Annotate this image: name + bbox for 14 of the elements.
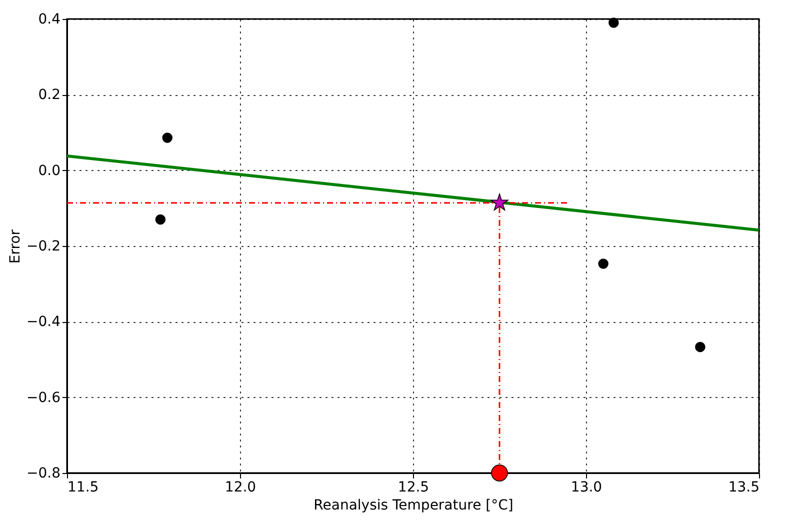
x-tick-label: 12.0 [224, 480, 256, 496]
y-tick-label: 0.2 [38, 87, 60, 104]
x-tick-label: 13.5 [728, 480, 760, 496]
y-axis-title: Error [8, 229, 24, 264]
y-tick-label: −0.8 [26, 466, 60, 482]
y-tick-label: −0.6 [26, 390, 61, 406]
y-tick-label: 0.4 [38, 12, 61, 28]
y-tick-label: −0.4 [26, 314, 61, 330]
x-axis-title: Reanalysis Temperature [°C] [314, 498, 514, 514]
x-tick-label: 13.0 [570, 480, 602, 496]
y-tick-label: 0.0 [38, 162, 60, 179]
x-tick-label: 11.5 [68, 480, 99, 496]
y-tick-label: −0.2 [26, 238, 60, 254]
x-tick-label: 12.5 [398, 480, 430, 496]
